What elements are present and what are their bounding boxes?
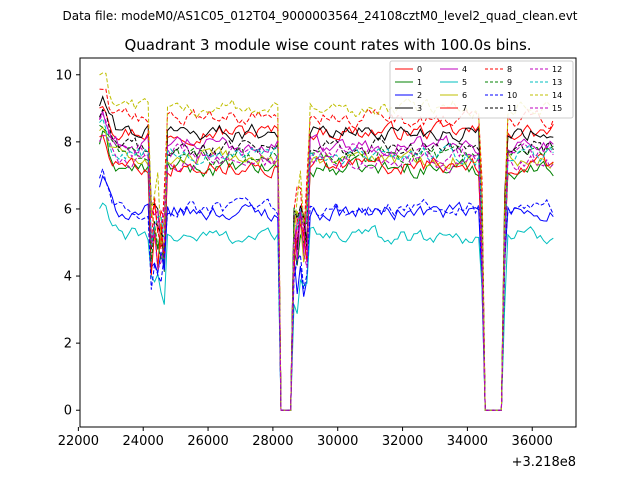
series-line-15 bbox=[99, 134, 554, 411]
legend-label-9: 9 bbox=[507, 78, 512, 87]
chart-title: Quadrant 3 module wise count rates with … bbox=[124, 36, 531, 54]
x-tick-label: 24000 bbox=[123, 434, 164, 449]
y-tick-label: 4 bbox=[64, 270, 72, 285]
series-line-6 bbox=[99, 126, 554, 411]
legend-label-12: 12 bbox=[552, 65, 562, 74]
legend-label-11: 11 bbox=[507, 104, 517, 113]
series-line-2 bbox=[99, 174, 554, 411]
series-line-9 bbox=[99, 124, 554, 411]
legend-label-14: 14 bbox=[552, 91, 562, 100]
y-tick-label: 10 bbox=[55, 68, 72, 83]
series-line-10 bbox=[99, 167, 554, 411]
series-lines bbox=[99, 72, 554, 411]
y-tick-label: 6 bbox=[64, 202, 72, 217]
series-line-3 bbox=[99, 95, 554, 411]
series-line-13 bbox=[99, 117, 554, 411]
x-tick-label: 36000 bbox=[512, 434, 553, 449]
series-line-7 bbox=[99, 134, 554, 411]
y-tick-label: 8 bbox=[64, 135, 72, 150]
legend-label-15: 15 bbox=[552, 104, 562, 113]
y-tick-label: 2 bbox=[64, 337, 72, 352]
legend-label-7: 7 bbox=[462, 104, 467, 113]
series-line-4 bbox=[99, 109, 554, 411]
x-offset-text: +3.218e8 bbox=[512, 455, 576, 470]
y-tick-label: 0 bbox=[64, 404, 72, 419]
legend-label-2: 2 bbox=[417, 91, 422, 100]
series-line-12 bbox=[99, 113, 554, 411]
legend-label-6: 6 bbox=[462, 91, 467, 100]
x-tick-label: 26000 bbox=[187, 434, 228, 449]
legend-frame bbox=[389, 60, 574, 119]
x-tick-label: 30000 bbox=[317, 434, 358, 449]
axes-ticks: 22000 24000 26000 28000 30000 32000 34000 36000… bbox=[55, 68, 552, 449]
legend-label-5: 5 bbox=[462, 78, 467, 87]
legend-label-13: 13 bbox=[552, 78, 562, 87]
legend-label-0: 0 bbox=[417, 65, 422, 74]
series-line-11 bbox=[99, 108, 554, 411]
legend-label-1: 1 bbox=[417, 78, 422, 87]
series-line-8 bbox=[99, 88, 554, 411]
chart-suptitle: Data file: modeM0/AS1C05_012T04_90000035… bbox=[62, 9, 577, 23]
legend-label-4: 4 bbox=[462, 65, 467, 74]
plot-frame bbox=[79, 57, 577, 428]
x-tick-label: 22000 bbox=[58, 434, 99, 449]
series-line-14 bbox=[99, 72, 554, 411]
legend-label-3: 3 bbox=[417, 104, 422, 113]
legend-label-10: 10 bbox=[507, 91, 517, 100]
x-tick-label: 28000 bbox=[252, 434, 293, 449]
x-tick-label: 34000 bbox=[447, 434, 488, 449]
legend-label-8: 8 bbox=[507, 65, 512, 74]
x-tick-label: 32000 bbox=[382, 434, 423, 449]
series-line-5 bbox=[99, 202, 554, 411]
